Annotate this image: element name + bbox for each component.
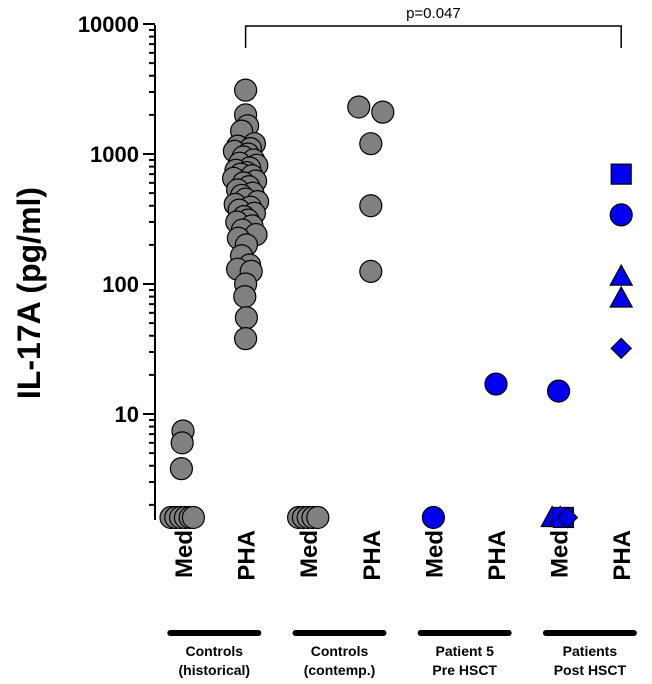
data-point <box>359 132 383 156</box>
data-point <box>306 505 330 530</box>
y-ticks: 10 100 1000 10000 <box>78 12 155 506</box>
x-category-label: Med <box>296 530 323 578</box>
bracket-line <box>244 25 622 48</box>
data-point <box>169 457 193 481</box>
data-point <box>233 284 257 309</box>
data-point <box>347 95 371 119</box>
group-label-line2: (historical) <box>179 662 251 678</box>
x-category-label: Med <box>171 530 198 578</box>
data-point <box>609 263 634 286</box>
group-label-line2: (contemp.) <box>304 662 376 678</box>
data-point <box>484 372 508 396</box>
x-category-label: PHA <box>359 530 386 581</box>
y-tick-label: 10 <box>115 402 139 427</box>
data-point <box>546 379 571 403</box>
group-label-line1: Controls <box>311 643 369 659</box>
data-point <box>234 78 258 102</box>
significance-bracket: p=0.047 <box>244 5 622 48</box>
x-category-label: Med <box>547 530 574 578</box>
p-value-label: p=0.047 <box>406 5 461 22</box>
group-label-line2: Pre HSCT <box>432 662 497 678</box>
data-point <box>359 194 383 218</box>
data-point <box>181 505 205 530</box>
data-point <box>359 259 383 284</box>
data-point <box>234 306 258 330</box>
data-point <box>610 337 633 360</box>
y-tick-label: 10000 <box>78 12 139 37</box>
data-point <box>610 163 632 185</box>
x-category-labels: Med PHA Med PHA Med PHA Med PHA <box>171 530 636 581</box>
data-point <box>234 327 258 351</box>
y-tick-label: 100 <box>102 272 139 297</box>
data-point <box>421 505 445 530</box>
group-label-line1: Controls <box>186 643 244 659</box>
group-label-line1: Patient 5 <box>436 643 495 659</box>
x-category-label: Med <box>421 530 448 578</box>
data-point <box>371 100 395 124</box>
x-category-label: PHA <box>609 530 636 581</box>
data-point <box>609 285 634 308</box>
data-point <box>170 431 194 455</box>
data-points <box>159 78 634 530</box>
group-labels: Controls (historical) Controls (contemp.) Pa… <box>167 630 637 678</box>
x-category-label: PHA <box>484 530 511 581</box>
group-label-line2: Post HSCT <box>554 662 627 678</box>
y-axis-title: IL-17A (pg/ml) <box>11 187 47 399</box>
x-category-label: PHA <box>234 530 261 581</box>
data-point <box>609 203 633 227</box>
data-point <box>556 506 579 529</box>
group-label-line1: Patients <box>563 643 618 659</box>
y-tick-label: 1000 <box>90 142 139 167</box>
